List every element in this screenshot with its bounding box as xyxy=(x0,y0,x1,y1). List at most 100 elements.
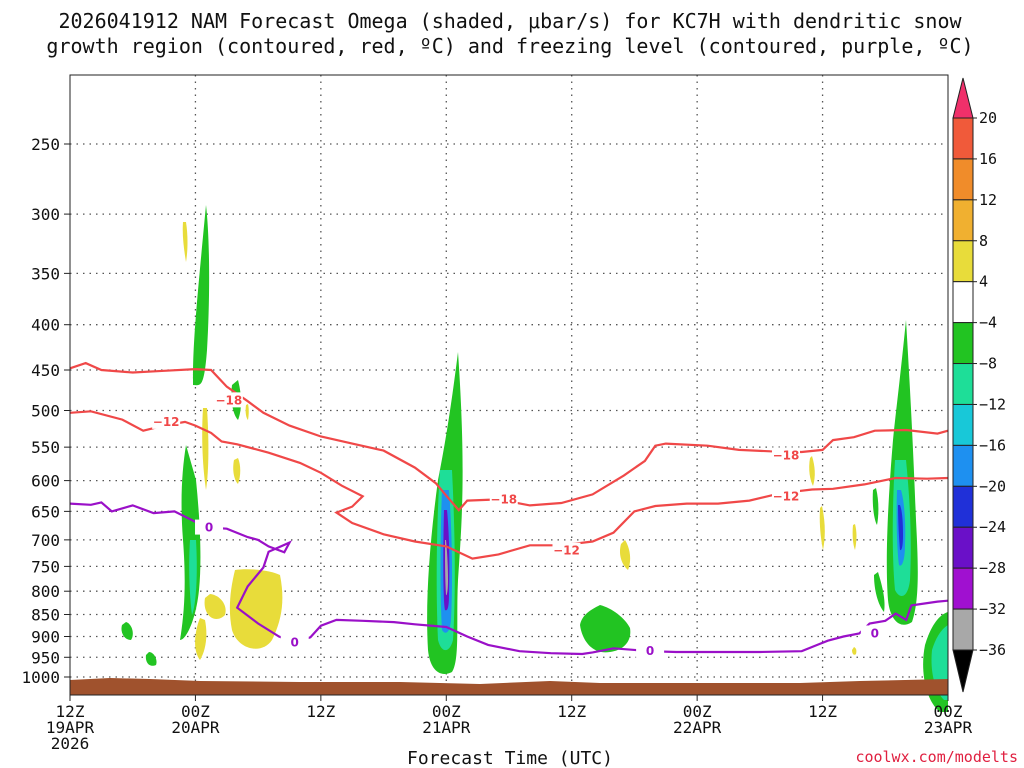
y-tick-label-600: 600 xyxy=(31,472,60,491)
colorbar-top-arrow xyxy=(952,77,974,119)
colorbar-label-7: −12 xyxy=(979,395,1006,413)
core-3-deep xyxy=(898,505,903,551)
x-tick-label-5-0: 00Z xyxy=(683,702,712,721)
colorbar-label-5: −4 xyxy=(979,314,997,332)
x-tick-label-1-1: 20APR xyxy=(171,718,220,737)
freezing-label-3: 0 xyxy=(871,626,879,640)
minus-12-contour xyxy=(69,410,949,560)
y-tick-label-700: 700 xyxy=(31,531,60,550)
colorbar-label-1: 16 xyxy=(979,150,997,168)
x-tick-label-1-0: 00Z xyxy=(181,702,210,721)
x-tick-label-3-0: 00Z xyxy=(432,702,461,721)
colorbar-label-13: −36 xyxy=(979,641,1006,659)
colorbar-swatch-7 xyxy=(952,403,974,446)
freezing-label-bg-1 xyxy=(280,634,309,650)
colorbar-bottom-arrow xyxy=(952,649,974,693)
colorbar-swatch-1 xyxy=(952,158,974,201)
x-tick-label-0-2: 2026 xyxy=(51,734,90,753)
x-axis-label: Forecast Time (UTC) xyxy=(407,748,613,768)
green-plume-3a xyxy=(580,605,631,653)
y-tick-label-400: 400 xyxy=(31,316,60,335)
green-patch-1c xyxy=(121,622,133,640)
colorbar-label-4: 4 xyxy=(979,273,988,291)
colorbar-label-10: −24 xyxy=(979,518,1006,536)
x-tick-label-7-0: 00Z xyxy=(934,702,963,721)
dgz-label-5: −12 xyxy=(773,489,800,503)
omega-shading xyxy=(121,205,948,712)
dgz-label-4: −18 xyxy=(773,448,800,462)
core-2 xyxy=(445,540,448,596)
colorbar-label-12: −32 xyxy=(979,600,1006,618)
y-tick-label-450: 450 xyxy=(31,361,60,380)
colorbar-swatch-5 xyxy=(952,322,974,365)
x-tick-label-4-0: 12Z xyxy=(557,702,586,721)
credit-text: coolwx.com/modelts xyxy=(855,748,1018,766)
green-plume-1-upper xyxy=(193,205,210,386)
chart-title-line-1: 2026041912 NAM Forecast Omega (shaded, μ… xyxy=(58,9,962,33)
x-tick-label-0-0: 12Z xyxy=(56,702,85,721)
dgz-label-bg-0 xyxy=(214,392,243,408)
freezing-label-bg-2 xyxy=(636,643,665,659)
colorbar-swatch-6 xyxy=(952,363,974,405)
dgz-label-bg-1 xyxy=(152,413,181,429)
colorbar-swatch-3 xyxy=(952,240,974,283)
y-tick-label-1000: 1000 xyxy=(21,668,60,687)
dgz-label-bg-4 xyxy=(771,447,800,463)
freezing-label-0: 0 xyxy=(205,521,213,535)
y-axis: 250 300 350 400 450 500 550 600 650 700 750 800 850 9… xyxy=(21,135,70,687)
x-tick-label-5-1: 22APR xyxy=(673,718,722,737)
y-tick-label-300: 300 xyxy=(31,205,60,224)
colorbar-swatch-2 xyxy=(952,199,974,242)
y-tick-label-900: 900 xyxy=(31,627,60,646)
y-tick-label-750: 750 xyxy=(31,557,60,576)
y-tick-label-650: 650 xyxy=(31,502,60,521)
colorbar-label-11: −28 xyxy=(979,559,1006,577)
colorbar-label-6: −8 xyxy=(979,355,997,373)
x-tick-label-6-0: 12Z xyxy=(808,702,837,721)
colorbar: 20 16 12 8 4 −4 −8 −12 −16 −20 −24 −28 −32 −36 xyxy=(952,77,1006,693)
x-tick-label-3-1: 21APR xyxy=(422,718,471,737)
freezing-label-2: 0 xyxy=(646,644,654,658)
plot-frame xyxy=(69,74,949,696)
y-tick-label-550: 550 xyxy=(31,438,60,457)
colorbar-swatch-12 xyxy=(952,608,974,651)
y-tick-label-250: 250 xyxy=(31,135,60,154)
colorbar-swatch-4 xyxy=(952,281,974,324)
freezing-label-1: 0 xyxy=(291,635,299,649)
green-patch-1d xyxy=(145,652,157,666)
colorbar-swatch-9 xyxy=(952,485,974,528)
y-tick-label-350: 350 xyxy=(31,264,60,283)
plot-area xyxy=(70,75,948,695)
freezing-label-bg-3 xyxy=(860,625,889,641)
y-tick-label-950: 950 xyxy=(31,648,60,667)
y-tick-label-800: 800 xyxy=(31,582,60,601)
freezing-label-bg-0 xyxy=(195,519,224,535)
dgz-label-0: −18 xyxy=(215,393,242,407)
colorbar-swatch-10 xyxy=(952,526,974,569)
dgz-label-bg-2 xyxy=(489,491,518,507)
colorbar-label-0: 20 xyxy=(979,109,997,127)
y-tick-label-500: 500 xyxy=(31,402,60,421)
colorbar-label-9: −20 xyxy=(979,477,1006,495)
colorbar-swatch-11 xyxy=(952,567,974,610)
green-sliver-3c xyxy=(874,572,885,612)
teal-core-1 xyxy=(189,540,197,615)
contour-labels: −18 −12 −18 −12 −18 −12 0 0 0 0 xyxy=(152,392,889,659)
x-tick-label-0-1: 19APR xyxy=(46,718,95,737)
dgz-label-2: −18 xyxy=(490,492,517,506)
green-sliver-3b xyxy=(872,488,879,525)
minus-18-contour xyxy=(69,361,949,512)
rising-patches-yellow xyxy=(182,222,857,660)
colorbar-swatch-0 xyxy=(952,117,974,160)
x-tick-label-2-0: 12Z xyxy=(306,702,335,721)
x-tick-label-7-1: 23APR xyxy=(924,718,973,737)
terrain-surface xyxy=(70,678,948,695)
dgz-label-3: −12 xyxy=(553,544,580,558)
colorbar-label-2: 12 xyxy=(979,191,997,209)
colorbar-swatch-8 xyxy=(952,444,974,487)
colorbar-label-3: 8 xyxy=(979,232,988,250)
dgz-label-bg-3 xyxy=(552,542,581,558)
y-tick-label-850: 850 xyxy=(31,606,60,625)
